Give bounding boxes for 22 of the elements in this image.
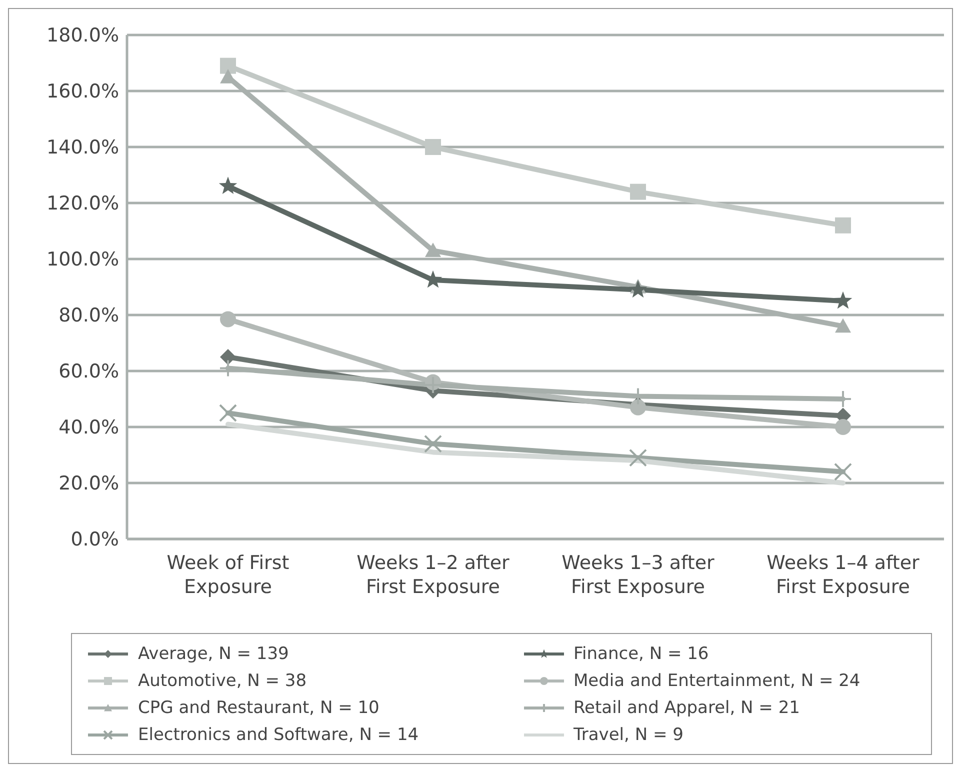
x-tick-label: Weeks 1–2 after First Exposure: [356, 552, 510, 598]
legend-label: Finance, N = 16: [574, 644, 709, 664]
legend-label: Retail and Apparel, N = 21: [574, 698, 800, 718]
y-tick-label: 60.0%: [58, 360, 119, 383]
y-tick-label: 180.0%: [46, 24, 119, 47]
legend-label: Electronics and Software, N = 14: [138, 724, 419, 744]
x-tick-label: Weeks 1–3 after First Exposure: [562, 552, 715, 598]
x-tick-label: Week of First Exposure: [166, 552, 290, 598]
y-tick-label: 20.0%: [58, 472, 119, 495]
x-tick-label: Weeks 1–4 after First Exposure: [766, 552, 920, 598]
y-tick-label: 160.0%: [46, 80, 119, 103]
y-tick-label: 40.0%: [58, 416, 119, 439]
y-tick-label: 80.0%: [58, 304, 119, 327]
legend-label: CPG and Restaurant, N = 10: [138, 698, 380, 718]
y-tick-label: 120.0%: [46, 192, 119, 215]
legend-label: Travel, N = 9: [574, 724, 684, 744]
y-tick-label: 0.0%: [70, 528, 119, 551]
legend-label: Average, N = 139: [138, 644, 289, 664]
legend-label: Automotive, N = 38: [138, 670, 307, 690]
y-tick-label: 140.0%: [46, 136, 119, 159]
y-tick-label: 100.0%: [46, 248, 119, 271]
legend-label: Media and Entertainment, N = 24: [574, 670, 860, 690]
